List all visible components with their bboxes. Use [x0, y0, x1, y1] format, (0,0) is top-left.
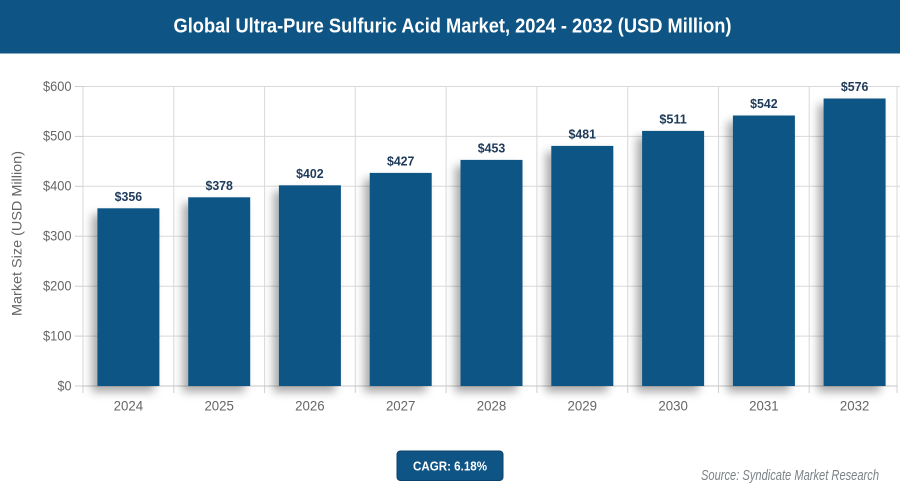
svg-text:$542: $542 — [750, 96, 778, 111]
svg-text:2031: 2031 — [749, 398, 779, 414]
svg-text:$0: $0 — [58, 377, 72, 393]
svg-text:Market Size (USD Million): Market Size (USD Million) — [10, 151, 25, 316]
svg-text:$356: $356 — [115, 189, 143, 204]
svg-text:2029: 2029 — [568, 398, 598, 414]
svg-text:2025: 2025 — [204, 398, 234, 414]
svg-text:$453: $453 — [478, 140, 506, 155]
svg-text:$402: $402 — [296, 166, 324, 181]
svg-text:$427: $427 — [387, 153, 415, 168]
svg-text:$481: $481 — [569, 126, 597, 141]
svg-text:2028: 2028 — [477, 398, 507, 414]
svg-text:2024: 2024 — [114, 398, 144, 414]
svg-text:2030: 2030 — [658, 398, 688, 414]
svg-text:$100: $100 — [43, 327, 72, 343]
svg-text:$300: $300 — [43, 228, 72, 244]
svg-text:$378: $378 — [205, 178, 233, 193]
svg-text:$511: $511 — [659, 111, 687, 126]
svg-text:$600: $600 — [43, 78, 72, 94]
svg-text:$500: $500 — [43, 128, 72, 144]
svg-text:$200: $200 — [43, 278, 72, 294]
svg-text:2026: 2026 — [295, 398, 325, 414]
svg-text:$400: $400 — [43, 178, 72, 194]
svg-text:CAGR: 6.18%: CAGR: 6.18% — [413, 459, 487, 474]
svg-text:2032: 2032 — [840, 398, 870, 414]
svg-text:Source: Syndicate Market Resea: Source: Syndicate Market Research — [701, 468, 879, 484]
svg-text:2027: 2027 — [386, 398, 416, 414]
svg-text:$576: $576 — [841, 79, 869, 94]
svg-text:Global Ultra-Pure Sulfuric Aci: Global Ultra-Pure Sulfuric Acid Market, … — [174, 16, 732, 38]
